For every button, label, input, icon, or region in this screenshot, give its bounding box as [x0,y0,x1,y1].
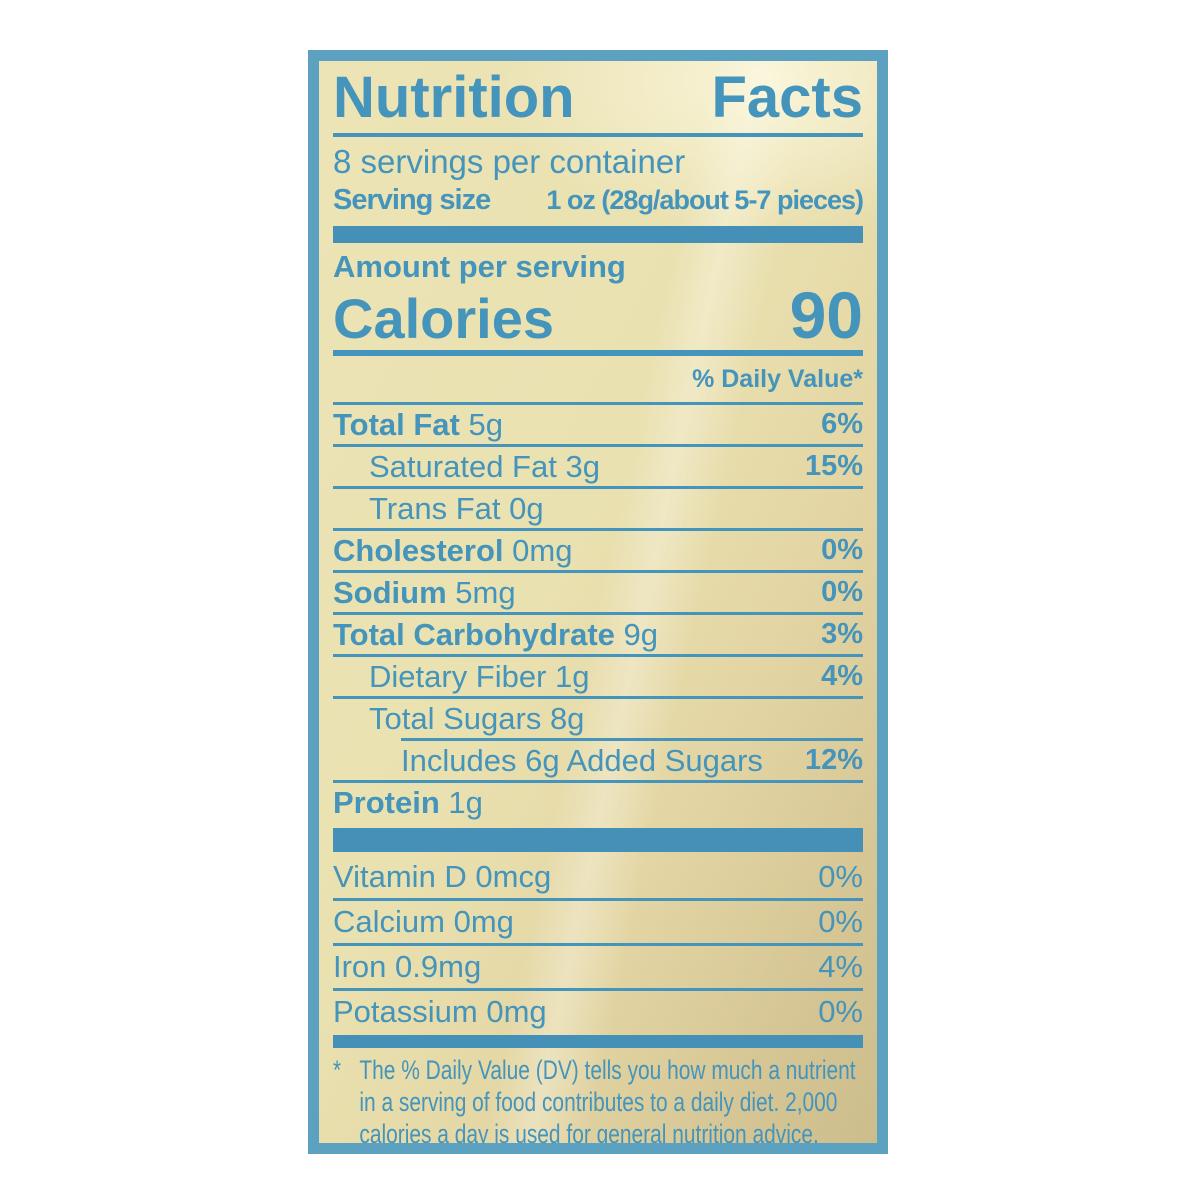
nutrient-row: Total Fat 5g 6% [333,405,863,444]
nutrient-row: Includes 6g Added Sugars 12% [333,741,863,780]
footnote-text: The % Daily Value (DV) tells you how muc… [359,1055,856,1149]
nutrient-daily-value: 0% [818,904,863,940]
nutrient-daily-value: 15% [804,450,863,483]
row-divider [333,444,863,448]
row-divider [333,988,863,992]
nutrient-name-amount: Protein 1g [333,784,483,820]
nutrient-row: Iron 0.9mg 4% [333,946,863,988]
nutrient-daily-value: 0% [821,576,863,609]
nutrient-daily-value: 0% [818,994,863,1030]
nutrient-row: Potassium 0mg 0% [333,991,863,1033]
nutrient-daily-value: 12% [804,744,863,777]
nutrient-daily-value: 6% [821,408,863,441]
separator-bar-mid [333,828,863,853]
nutrient-name-amount: Vitamin D 0mcg [333,859,552,895]
footnote: * The % Daily Value (DV) tells you how m… [333,1055,863,1149]
nutrient-row: Protein 1g [333,783,863,822]
calories-row: Calories 90 [333,278,863,357]
label-content: Nutrition Facts 8 servings per container… [319,61,877,1149]
row-divider [333,696,863,700]
row-divider [333,486,863,490]
row-divider [333,570,863,574]
row-divider [333,898,863,902]
micronutrient-rows: Vitamin D 0mcg 0% Calcium 0mg 0% Iron 0.… [333,856,863,1033]
nutrient-daily-value: 4% [818,949,863,985]
nutrient-row: Cholesterol 0mg 0% [333,531,863,570]
servings-per-container: 8 servings per container [333,143,686,180]
nutrient-row: Vitamin D 0mcg 0% [333,856,863,898]
serving-size-row: Serving size 1 oz (28g/about 5-7 pieces) [333,182,864,218]
separator-bar-thick [333,225,863,243]
label-title: Nutrition Facts [333,69,863,137]
nutrient-daily-value: 3% [821,618,863,651]
nutrient-daily-value: 4% [821,660,863,693]
nutrient-row: Calcium 0mg 0% [333,901,863,943]
nutrient-row: Sodium 5mg 0% [333,573,863,612]
amount-per-serving-label: Amount per serving [333,248,626,284]
row-divider [333,780,863,784]
serving-size-value: 1 oz (28g/about 5-7 pieces) [546,184,864,215]
nutrient-name-amount: Calcium 0mg [333,904,514,940]
nutrient-name-amount: Potassium 0mg [333,994,547,1030]
nutrient-name-amount: Sodium 5mg [333,574,516,610]
row-divider [333,528,863,532]
calories-value: 90 [789,278,863,353]
nutrient-name-amount: Total Fat 5g [333,406,503,442]
calories-label: Calories [333,287,554,351]
row-divider [401,738,863,742]
nutrient-name-amount: Trans Fat 0g [369,490,544,526]
nutrient-name-amount: Dietary Fiber 1g [369,658,590,694]
nutrient-row: Saturated Fat 3g 15% [333,447,863,486]
row-divider [333,654,863,658]
nutrient-name-amount: Saturated Fat 3g [369,448,600,484]
nutrient-row: Dietary Fiber 1g 4% [333,657,863,696]
nutrient-rows: Total Fat 5g 6% Saturated Fat 3g 15% Tra… [333,405,863,822]
nutrient-row: Total Sugars 8g [333,699,863,738]
nutrient-name-amount: Iron 0.9mg [333,949,482,985]
nutrient-row: Trans Fat 0g [333,489,863,528]
nutrient-name-amount: Includes 6g Added Sugars [401,742,763,778]
nutrient-name-amount: Cholesterol 0mg [333,532,573,568]
row-divider [333,943,863,947]
nutrient-daily-value: 0% [818,859,863,895]
nutrient-daily-value: 0% [821,534,863,567]
daily-value-header: % Daily Value* [333,356,863,406]
separator-bar-thin [333,1035,863,1049]
nutrient-name-amount: Total Carbohydrate 9g [333,616,659,652]
row-divider [333,612,863,616]
footnote-asterisk: * [333,1055,342,1086]
serving-size-label: Serving size [333,183,491,216]
nutrition-facts-label: Nutrition Facts 8 servings per container… [308,50,888,1154]
nutrient-row: Total Carbohydrate 9g 3% [333,615,863,654]
nutrient-name-amount: Total Sugars 8g [369,700,585,736]
